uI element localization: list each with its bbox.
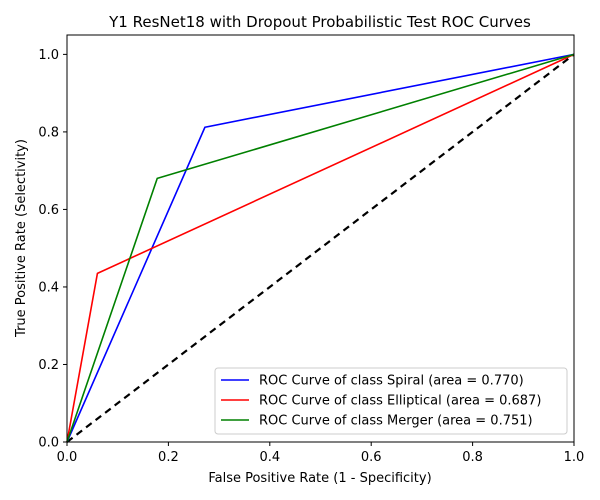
chance-diagonal-line <box>66 53 575 443</box>
y-tick-label: 1.0 <box>38 48 59 63</box>
x-tick-label: 0.8 <box>462 450 483 465</box>
legend-items: ROC Curve of class Spiral (area = 0.770)… <box>221 374 541 429</box>
x-tick-label: 1.0 <box>564 450 585 465</box>
plot-frame <box>66 34 575 443</box>
y-tick-label: 0.8 <box>38 125 59 140</box>
y-axis-label: True Positive Rate (Selectivity) <box>14 139 29 338</box>
series-layer <box>66 53 575 443</box>
legend-box <box>214 367 568 435</box>
reference-layer <box>66 53 575 443</box>
y-tick-label: 0.2 <box>38 358 59 373</box>
x-tick-label: 0.4 <box>259 450 280 465</box>
x-axis-label: False Positive Rate (1 - Specificity) <box>208 471 431 486</box>
x-tick-label: 0.2 <box>158 450 179 465</box>
x-tick-label: 0.0 <box>57 450 78 465</box>
y-tick-label: 0.0 <box>38 436 59 451</box>
legend: ROC Curve of class Spiral (area = 0.770)… <box>214 367 568 435</box>
x-axis-ticks: 0.0 0.2 0.4 0.6 0.8 1.0 <box>57 442 585 465</box>
y-tick-label: 0.6 <box>38 203 59 218</box>
spiral-roc-line <box>66 53 575 443</box>
y-axis-ticks: 0.0 0.2 0.4 0.6 0.8 1.0 <box>38 48 67 451</box>
legend-label: ROC Curve of class Spiral (area = 0.770) <box>259 374 524 389</box>
legend-item-elliptical: ROC Curve of class Elliptical (area = 0.… <box>221 394 541 409</box>
merger-roc-line <box>66 53 575 443</box>
chart-title: Y1 ResNet18 with Dropout Probabilistic T… <box>108 13 531 31</box>
y-tick-label: 0.4 <box>38 280 59 295</box>
x-tick-label: 0.6 <box>361 450 382 465</box>
elliptical-roc-line <box>66 53 575 443</box>
legend-label: ROC Curve of class Elliptical (area = 0.… <box>259 394 541 409</box>
legend-item-merger: ROC Curve of class Merger (area = 0.751) <box>221 414 533 429</box>
legend-item-spiral: ROC Curve of class Spiral (area = 0.770) <box>221 374 524 389</box>
legend-label: ROC Curve of class Merger (area = 0.751) <box>259 414 533 429</box>
